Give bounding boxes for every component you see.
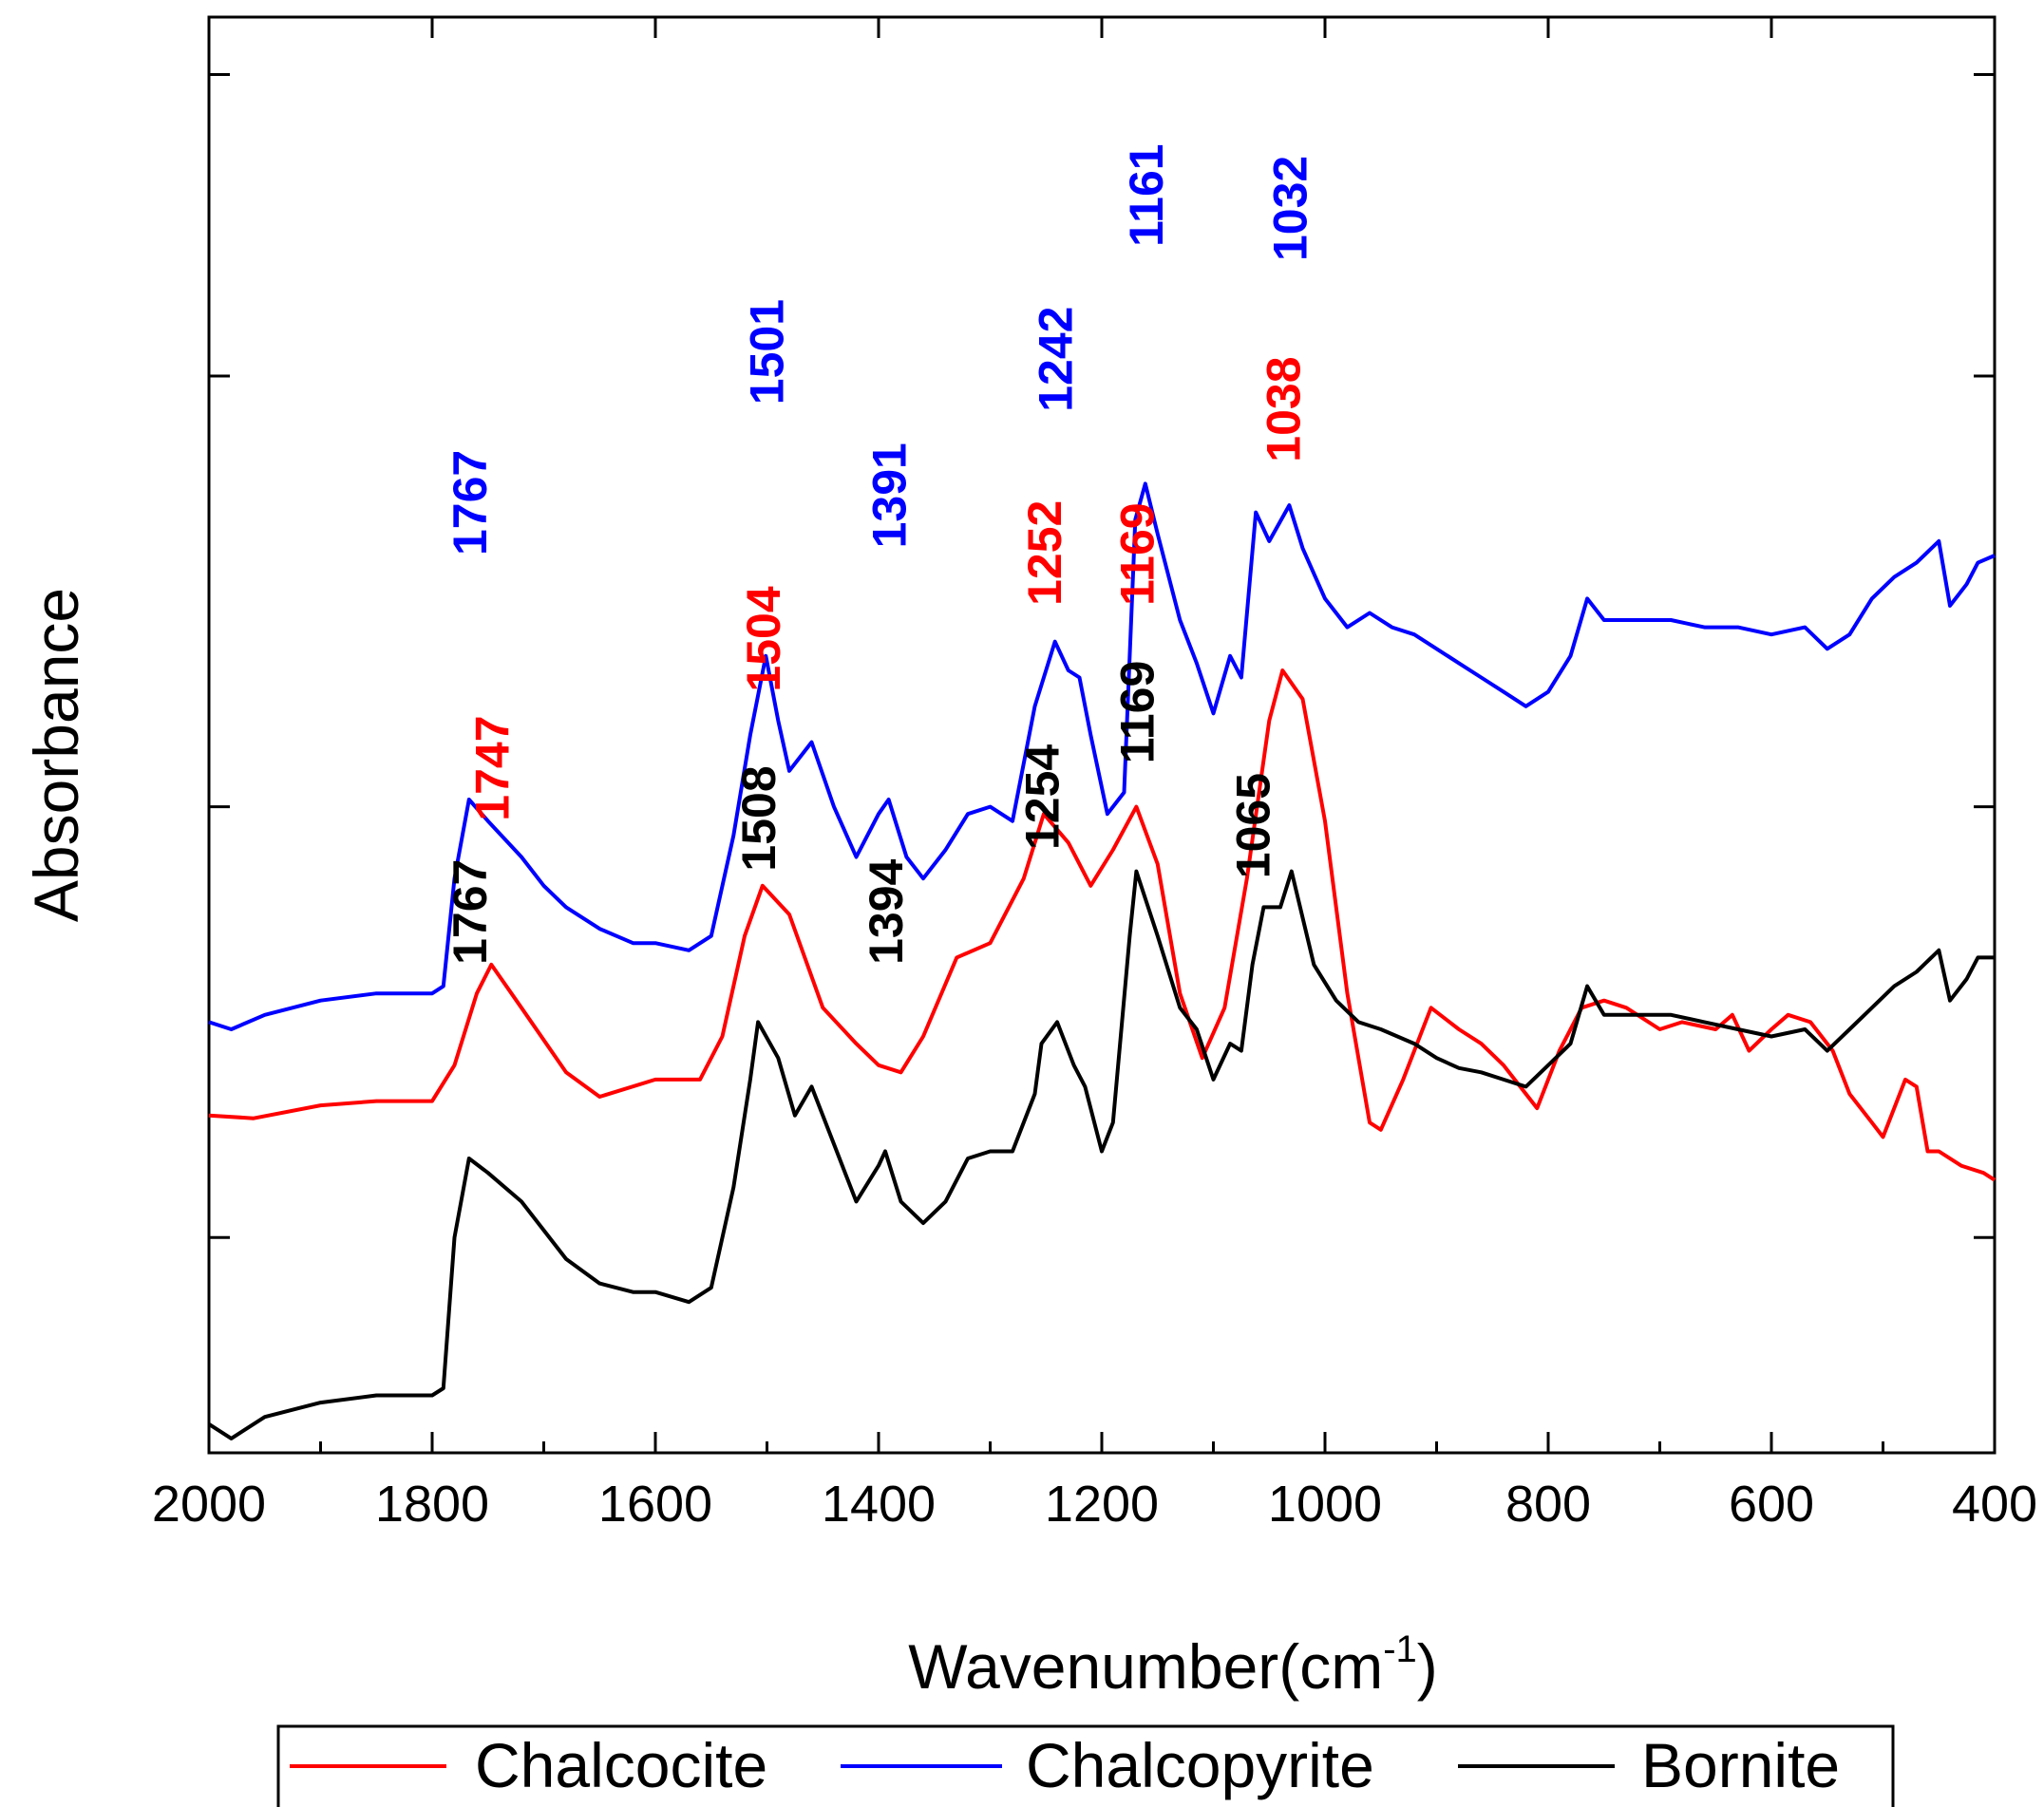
peak-label-chalcocite-1038: 1038 [1257, 356, 1310, 461]
series-line-bornite [207, 869, 1995, 1440]
x-tick-label: 400 [1952, 1476, 2037, 1533]
peak-label-bornite-1767: 1767 [444, 859, 497, 965]
peak-label-bornite-1394: 1394 [860, 858, 913, 964]
peak-label-bornite-1508: 1508 [732, 765, 785, 871]
x-tick-label: 600 [1729, 1476, 1814, 1533]
peak-label-chalcopyrite-1501: 1501 [740, 299, 793, 405]
legend-label-bornite: Bornite [1641, 1730, 1840, 1800]
peak-label-chalcopyrite-1032: 1032 [1263, 156, 1316, 261]
legend: Chalcocite Chalcopyrite Bornite [276, 1724, 1895, 1807]
x-tick-label: 1600 [598, 1476, 712, 1533]
x-axis-title-end: ) [1417, 1631, 1438, 1702]
x-tick-label: 2000 [152, 1476, 266, 1533]
x-tick-label: 1200 [1045, 1476, 1159, 1533]
peak-label-bornite-1254: 1254 [1016, 744, 1069, 850]
peak-label-bornite-1169: 1169 [1110, 661, 1164, 763]
peak-label-bornite-1065: 1065 [1227, 773, 1280, 878]
legend-label-chalcocite: Chalcocite [475, 1730, 767, 1800]
x-tick-label: 1400 [822, 1476, 936, 1533]
x-tick-label: 1000 [1268, 1476, 1382, 1533]
peak-label-chalcocite-1252: 1252 [1018, 500, 1071, 606]
x-axis-title: Wavenumber(cm-1) [908, 1628, 1438, 1702]
x-tick-label: 1800 [375, 1476, 489, 1533]
x-axis-ticks: 2000 1800 1600 1400 1200 1000 800 600 400 [152, 17, 2037, 1533]
y-axis-ticks [209, 72, 1995, 1239]
peak-label-chalcopyrite-1161: 1161 [1120, 143, 1173, 246]
x-tick-label: 800 [1505, 1476, 1591, 1533]
series-line-chalcocite [208, 668, 1997, 1182]
x-axis-title-sup: -1 [1383, 1628, 1417, 1670]
peak-label-chalcopyrite-1391: 1391 [863, 442, 917, 548]
peak-label-chalcocite-1169: 1169 [1110, 502, 1164, 605]
series-layer [207, 481, 1997, 1440]
peak-label-chalcopyrite-1242: 1242 [1030, 307, 1083, 412]
peak-annotations: 1767 1501 1391 1242 1161 1032 1747 1504 1252 1169… [444, 143, 1317, 964]
peak-label-chalcopyrite-1767: 1767 [444, 450, 497, 555]
legend-label-chalcopyrite: Chalcopyrite [1026, 1730, 1374, 1800]
series-line-chalcopyrite [208, 481, 1996, 1031]
peak-label-chalcocite-1747: 1747 [465, 715, 519, 820]
x-axis-title-main: Wavenumber(cm [908, 1631, 1383, 1702]
legend-box [276, 1724, 1895, 1807]
y-axis-title: Absorbance [21, 588, 91, 922]
peak-label-chalcocite-1504: 1504 [737, 586, 790, 691]
